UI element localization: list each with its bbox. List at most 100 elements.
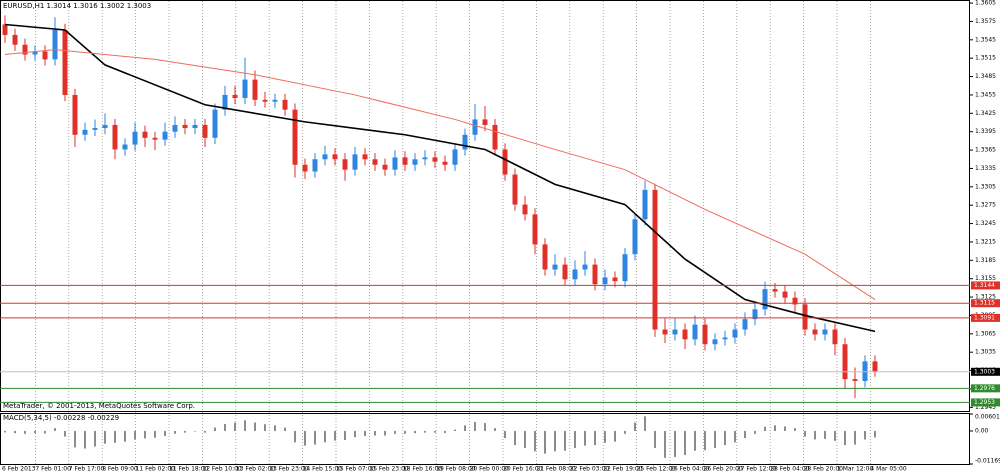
candle-body bbox=[692, 324, 698, 340]
macd-bar bbox=[594, 430, 596, 446]
candle-body bbox=[532, 214, 538, 245]
x-tick-label: 28 Feb 04:00 bbox=[770, 466, 810, 473]
macd-bar bbox=[184, 430, 186, 433]
macd-bar bbox=[824, 430, 826, 439]
candle-body bbox=[202, 124, 208, 138]
candle-body bbox=[132, 131, 138, 145]
candle-body bbox=[682, 329, 688, 340]
candle-body bbox=[242, 79, 248, 99]
macd-bar bbox=[354, 430, 356, 438]
macd-bar bbox=[654, 430, 656, 448]
macd-bar bbox=[784, 426, 786, 431]
candle-body bbox=[572, 269, 578, 280]
macd-tick-label: 0.00 bbox=[975, 427, 989, 434]
candle-body bbox=[302, 164, 308, 172]
y-tick-label: 1.3305 bbox=[975, 183, 996, 190]
candle-body bbox=[742, 319, 748, 330]
candle-body bbox=[372, 159, 378, 165]
y-tick-label: 1.3185 bbox=[975, 257, 996, 264]
x-tick-label: 14 Feb 15:00 bbox=[303, 466, 343, 473]
macd-bar bbox=[674, 430, 676, 457]
candle-body bbox=[412, 159, 418, 165]
candle-body bbox=[72, 94, 78, 135]
candle-body bbox=[472, 119, 478, 135]
macd-bar bbox=[34, 430, 36, 434]
macd-bar bbox=[504, 430, 506, 439]
macd-bar bbox=[124, 430, 126, 442]
macd-bar bbox=[304, 430, 306, 446]
macd-bar bbox=[264, 424, 266, 431]
macd-bar bbox=[94, 430, 96, 447]
x-tick-label: 20 Feb 00:00 bbox=[470, 466, 510, 473]
y-tick-label: 1.3215 bbox=[975, 238, 996, 245]
y-tick-label: 1.3485 bbox=[975, 73, 996, 80]
x-tick-label: 26 Feb 04:00 bbox=[670, 466, 710, 473]
x-tick-label: 7 Feb 01:00 bbox=[35, 466, 71, 473]
candle-body bbox=[522, 204, 528, 215]
macd-bar bbox=[294, 430, 296, 443]
x-tick-label: 20 Feb 16:00 bbox=[503, 466, 543, 473]
macd-bar bbox=[224, 423, 226, 431]
macd-bar bbox=[154, 430, 156, 438]
x-tick-label: 1 Mar 12:00 bbox=[837, 466, 873, 473]
main-panel bbox=[0, 0, 970, 412]
macd-bar bbox=[414, 430, 416, 434]
x-tick-label: 19 Feb 08:00 bbox=[436, 466, 476, 473]
y-tick-label: 1.3605 bbox=[975, 0, 996, 7]
moving-average bbox=[4, 49, 876, 300]
candle-body bbox=[142, 131, 148, 138]
candle-body bbox=[152, 137, 158, 140]
candle-body bbox=[752, 309, 758, 320]
y-tick-label: 1.3035 bbox=[975, 349, 996, 356]
macd-bar bbox=[364, 430, 366, 437]
candle-body bbox=[352, 154, 358, 170]
macd-bar bbox=[174, 430, 176, 434]
macd-bar bbox=[694, 430, 696, 451]
macd-bar bbox=[134, 430, 136, 440]
macd-bar bbox=[524, 430, 526, 448]
macd-bar bbox=[44, 430, 46, 434]
y-tick-label: 1.3245 bbox=[975, 220, 996, 227]
candle-body bbox=[382, 164, 388, 170]
macd-bar bbox=[344, 430, 346, 441]
x-tick-label: 12 Feb 10:00 bbox=[202, 466, 242, 473]
macd-bar bbox=[84, 430, 86, 449]
candle-body bbox=[452, 149, 458, 165]
y-tick-label: 1.3395 bbox=[975, 128, 996, 135]
candle-body bbox=[22, 44, 28, 55]
macd-bar bbox=[764, 426, 766, 431]
candle-body bbox=[232, 94, 238, 99]
candle-body bbox=[492, 124, 498, 150]
candle-body bbox=[832, 329, 838, 345]
macd-bar bbox=[634, 422, 636, 431]
macd-bar bbox=[564, 430, 566, 451]
candle-body bbox=[622, 254, 628, 282]
macd-bar bbox=[534, 430, 536, 452]
x-tick-label: 22 Feb 03:00 bbox=[570, 466, 610, 473]
macd-bar bbox=[54, 428, 56, 431]
macd-bar bbox=[334, 430, 336, 441]
x-tick-label: 13 Feb 02:00 bbox=[236, 466, 276, 473]
x-tick-label: 22 Feb 19:00 bbox=[603, 466, 643, 473]
macd-bar bbox=[874, 430, 876, 438]
candle-body bbox=[722, 337, 728, 340]
moving-average bbox=[4, 23, 876, 333]
x-tick-label: 21 Feb 08:00 bbox=[536, 466, 576, 473]
candle-body bbox=[12, 34, 18, 45]
candle-body bbox=[222, 94, 228, 110]
candle-body bbox=[822, 329, 828, 335]
macd-bar bbox=[454, 429, 456, 431]
candle-body bbox=[792, 297, 798, 305]
y-tick-label: 1.3125 bbox=[975, 294, 996, 301]
x-tick-label: 26 Feb 20:00 bbox=[703, 466, 743, 473]
level-label-box bbox=[971, 367, 1000, 376]
candle-body bbox=[292, 109, 298, 165]
x-tick-label: 6 Feb 2013 bbox=[2, 466, 36, 473]
candle-body bbox=[632, 219, 638, 255]
macd-bar bbox=[804, 430, 806, 437]
candle-body bbox=[462, 134, 468, 150]
macd-bar bbox=[604, 430, 606, 443]
candle-body bbox=[172, 124, 178, 132]
macd-bar bbox=[574, 430, 576, 448]
candle-body bbox=[562, 264, 568, 280]
